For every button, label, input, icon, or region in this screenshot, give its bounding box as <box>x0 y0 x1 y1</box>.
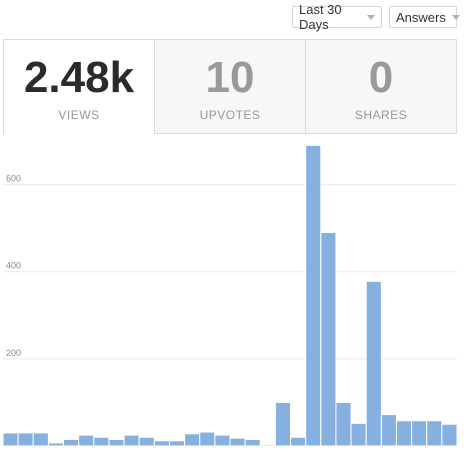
bar[interactable] <box>259 444 276 447</box>
bar[interactable] <box>305 144 322 447</box>
date-range-label: Last 30 Days <box>299 2 342 32</box>
y-tick-label: 200 <box>6 348 21 358</box>
y-tick-label: 400 <box>6 261 21 271</box>
views-label: VIEWS <box>58 108 100 122</box>
content-type-dropdown[interactable]: Answers <box>389 6 460 28</box>
upvotes-label: UPVOTES <box>199 108 261 122</box>
y-tick-label: 600 <box>6 174 21 184</box>
shares-label: SHARES <box>354 108 408 122</box>
bar[interactable] <box>153 440 170 447</box>
bar[interactable] <box>47 442 65 447</box>
bar[interactable] <box>93 436 110 447</box>
bar[interactable] <box>17 432 34 447</box>
date-range-dropdown[interactable]: Last 30 Days <box>292 2 382 32</box>
bar[interactable] <box>63 438 80 447</box>
bar[interactable] <box>335 401 352 447</box>
bar[interactable] <box>168 440 186 447</box>
bar[interactable] <box>441 423 458 447</box>
bar[interactable] <box>138 436 155 447</box>
bar[interactable] <box>426 420 443 447</box>
bar[interactable] <box>290 436 307 447</box>
bar[interactable] <box>365 280 382 447</box>
bar[interactable] <box>320 232 337 447</box>
content-type-label: Answers <box>396 9 446 25</box>
chevron-down-icon <box>451 14 460 20</box>
bar[interactable] <box>2 432 19 447</box>
bar[interactable] <box>78 434 95 447</box>
bar[interactable] <box>244 438 261 447</box>
tab-views[interactable]: 2.48k VIEWS <box>3 39 155 134</box>
views-bar-chart: 200 400 600 <box>2 144 458 447</box>
upvotes-value: 10 <box>205 53 255 102</box>
bar[interactable] <box>274 401 292 447</box>
bar[interactable] <box>229 437 246 447</box>
bar[interactable] <box>350 422 367 447</box>
bar[interactable] <box>108 438 125 447</box>
stats-tabs: 2.48k VIEWS 10 UPVOTES 0 SHARES <box>3 39 457 134</box>
bar[interactable] <box>184 433 201 447</box>
bar[interactable] <box>199 431 216 447</box>
chevron-down-icon <box>367 14 375 20</box>
bar[interactable] <box>395 420 413 447</box>
bar[interactable] <box>380 414 397 447</box>
tab-upvotes[interactable]: 10 UPVOTES <box>155 39 306 134</box>
shares-value: 0 <box>368 53 394 102</box>
bar[interactable] <box>32 432 49 447</box>
tab-shares[interactable]: 0 SHARES <box>306 39 457 134</box>
bar[interactable] <box>214 434 231 447</box>
bar[interactable] <box>123 434 140 447</box>
views-value: 2.48k <box>23 53 135 102</box>
bar[interactable] <box>411 420 428 447</box>
